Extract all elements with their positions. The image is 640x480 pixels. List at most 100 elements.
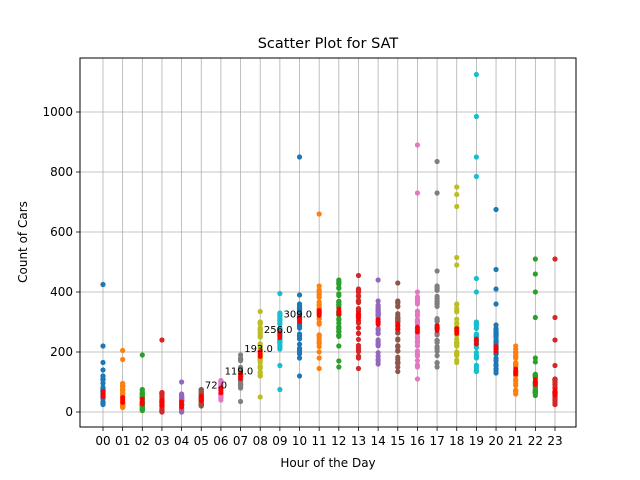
data-point (395, 347, 401, 354)
data-point (336, 317, 342, 323)
data-point (296, 341, 303, 347)
data-point-outlier (473, 173, 479, 180)
plot-frame (79, 57, 577, 428)
data-point (552, 401, 558, 408)
data-point (395, 360, 401, 367)
data-point (493, 370, 499, 376)
data-point (493, 363, 499, 369)
data-point (454, 351, 460, 357)
data-point-outlier (532, 289, 538, 295)
data-point (355, 286, 362, 292)
data-point (434, 318, 440, 324)
data-point (434, 353, 440, 359)
data-point (414, 310, 421, 316)
data-point-outlier (100, 281, 106, 288)
median-annotation: 119.0 (225, 366, 254, 377)
x-tick-label: 09 (272, 434, 287, 448)
median-marker (375, 322, 381, 327)
median-marker (277, 335, 283, 341)
data-point (513, 391, 519, 397)
data-point-outlier (336, 364, 342, 370)
data-point (316, 319, 322, 326)
median-marker (336, 311, 342, 317)
data-point (257, 319, 263, 325)
data-point (355, 355, 362, 361)
data-point-outlier (493, 286, 499, 292)
data-point (375, 337, 381, 343)
data-point (139, 407, 145, 414)
data-point (414, 364, 421, 370)
data-point-outlier (277, 362, 283, 369)
median-marker (297, 319, 302, 325)
median-annotation: 309.0 (284, 309, 313, 320)
data-point-outlier (257, 394, 263, 400)
data-point (296, 333, 303, 339)
data-point-outlier (493, 206, 499, 213)
median-marker (532, 382, 538, 387)
data-point (454, 359, 460, 366)
data-point-outlier (257, 308, 263, 315)
data-point (493, 322, 499, 328)
data-point (552, 376, 558, 382)
data-point (296, 309, 303, 315)
median-marker (473, 341, 479, 347)
data-point (336, 285, 342, 291)
data-point (532, 392, 538, 399)
data-point (473, 364, 479, 370)
x-tick-label: 19 (469, 434, 484, 448)
data-point (493, 330, 499, 336)
data-point-outlier (414, 190, 421, 196)
data-point-outlier (454, 262, 460, 268)
data-point (316, 355, 322, 361)
data-point (375, 298, 381, 304)
x-tick-label: 11 (312, 434, 327, 448)
median-marker (434, 328, 440, 333)
data-point (120, 404, 126, 411)
series-13 (355, 272, 362, 372)
median-marker (493, 349, 499, 354)
x-tick-label: 16 (410, 434, 425, 448)
data-point-outlier (454, 191, 460, 198)
data-point (316, 283, 322, 289)
x-axis-title: Hour of the Day (280, 456, 375, 470)
data-point (179, 409, 185, 415)
data-point-outlier (532, 314, 538, 321)
y-axis-title: Count of Cars (16, 201, 30, 283)
data-point (434, 360, 440, 366)
data-point-outlier (532, 271, 538, 277)
data-point-outlier (277, 290, 283, 297)
data-point (257, 341, 263, 347)
data-point (316, 343, 322, 350)
data-point-outlier (336, 358, 342, 364)
data-point (237, 385, 244, 391)
data-point (296, 301, 303, 307)
data-point-outlier (552, 337, 558, 343)
x-tick-label: 20 (488, 434, 503, 448)
data-point (198, 403, 204, 409)
data-point (434, 283, 440, 289)
data-point (454, 321, 460, 327)
data-point (120, 390, 126, 397)
data-point (179, 391, 185, 397)
data-point (218, 377, 224, 384)
annotations: 72.0 119.0 193.0 256.0 309.0 (205, 309, 312, 391)
data-point (473, 368, 479, 375)
data-point (414, 294, 421, 300)
x-tick-label: 15 (390, 434, 405, 448)
x-tick-label: 18 (449, 434, 464, 448)
data-point (336, 343, 342, 349)
data-point (336, 324, 342, 330)
data-point (277, 321, 283, 327)
median-marker (454, 331, 460, 336)
data-point-outlier (100, 359, 106, 366)
data-point (198, 386, 204, 393)
data-point (237, 366, 244, 373)
data-point (414, 301, 421, 307)
data-point (277, 310, 283, 316)
x-tick-label: 22 (528, 434, 543, 448)
data-point (454, 305, 460, 312)
data-point (414, 343, 421, 349)
data-point-outlier (434, 190, 440, 196)
x-tick-label: 21 (508, 434, 523, 448)
